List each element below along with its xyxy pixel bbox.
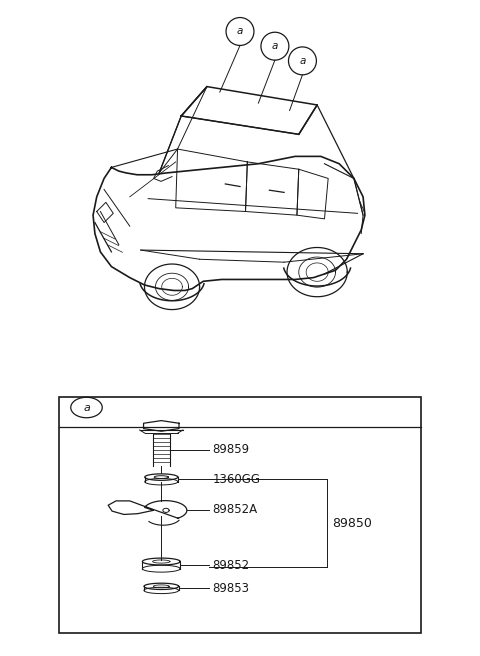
Text: 1360GG: 1360GG <box>213 473 261 486</box>
Text: 89853: 89853 <box>213 582 250 595</box>
Text: 89859: 89859 <box>213 443 250 456</box>
Text: 89852: 89852 <box>213 559 250 571</box>
Text: a: a <box>83 403 90 413</box>
Text: a: a <box>272 41 278 51</box>
Text: a: a <box>299 56 306 66</box>
Text: 89850: 89850 <box>0 655 1 656</box>
Text: 89852A: 89852A <box>213 503 258 516</box>
Text: a: a <box>237 26 243 37</box>
Text: 89850: 89850 <box>333 517 372 530</box>
